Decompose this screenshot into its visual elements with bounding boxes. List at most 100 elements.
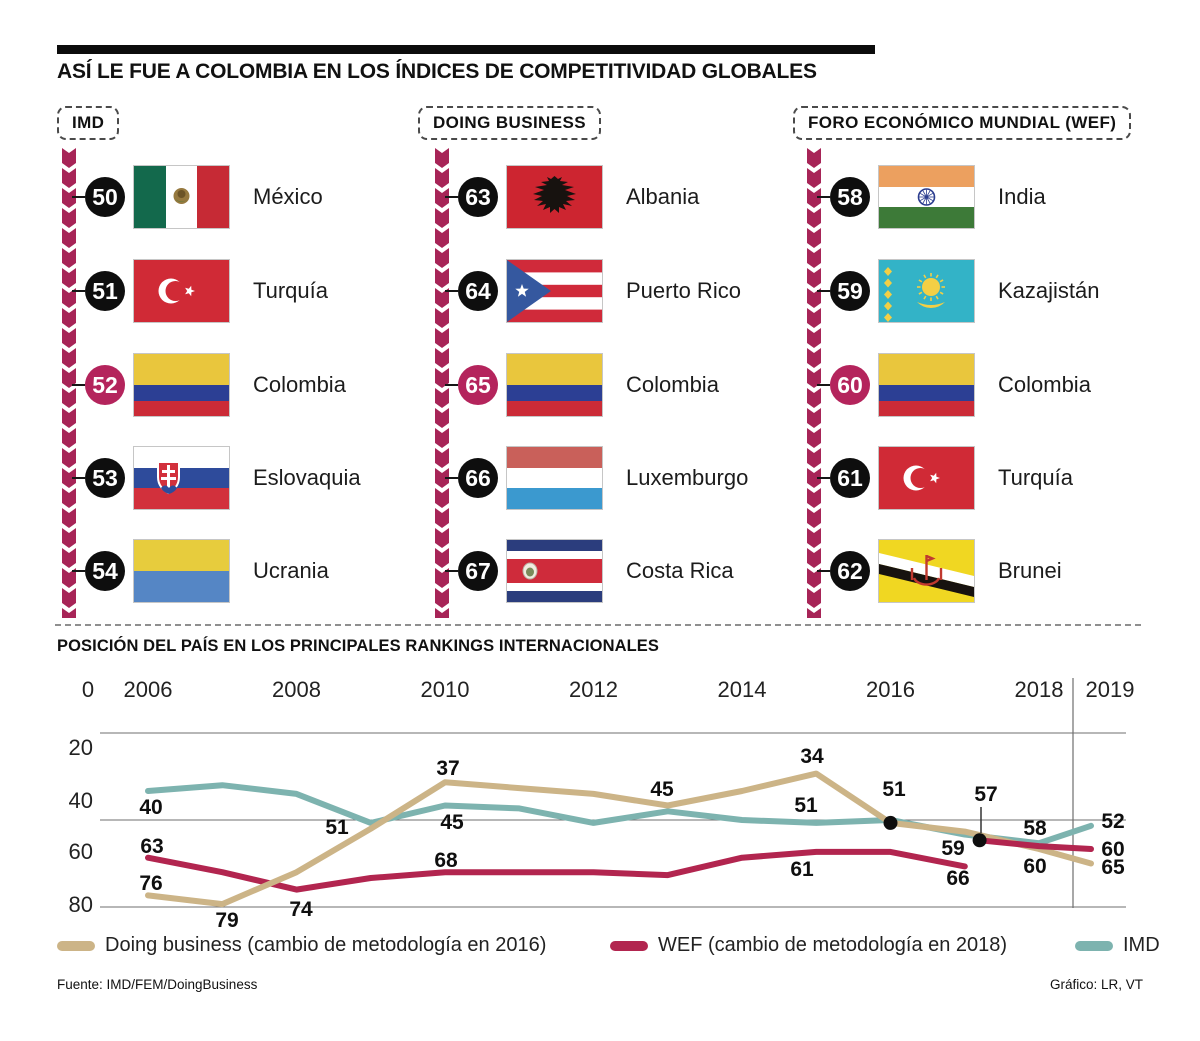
wef_new-series-line: [976, 837, 1094, 852]
rank-connector-line: [445, 477, 458, 479]
rank-connector-line: [445, 196, 458, 198]
country-label: Brunei: [998, 558, 1062, 583]
data-label: 68: [434, 849, 458, 872]
rank-badge: 63: [458, 177, 498, 217]
data-label: 37: [436, 757, 459, 780]
tr-flag-icon: [133, 259, 230, 323]
rank-connector-line: [817, 477, 830, 479]
index-header-pill: FORO ECONÓMICO MUNDIAL (WEF): [793, 106, 1132, 140]
data-label: 34: [800, 745, 824, 768]
rank-connector-line: [72, 196, 85, 198]
al-flag-icon: [506, 165, 603, 229]
index-header-pill: IMD: [57, 106, 120, 140]
rank-connector-line: [817, 384, 830, 386]
title-accent-bar: [57, 45, 875, 54]
rank-connector-line: [72, 477, 85, 479]
y-axis-tick-label: 40: [69, 788, 93, 813]
co-flag-icon: [133, 353, 230, 417]
country-label: Kazajistán: [998, 278, 1100, 303]
country-label: Puerto Rico: [626, 278, 741, 303]
x-axis-zero-label: 0: [82, 677, 94, 702]
data-label: 51: [325, 816, 349, 839]
wef_old-series-line: [145, 848, 968, 893]
data-label: 79: [215, 909, 238, 932]
country-label: Eslovaquia: [253, 465, 361, 490]
page-title: ASÍ LE FUE A COLOMBIA EN LOS ÍNDICES DE …: [57, 60, 817, 83]
rankings-line-chart: 0 2006 2008 2010 2012 2014 2016 2018 2019 20 40 60 8…: [69, 677, 1135, 932]
dashed-ribbon: [435, 148, 449, 618]
data-label: 60: [1023, 855, 1046, 878]
x-axis-year-label: 2006: [124, 677, 173, 702]
section-separator: [55, 624, 1141, 626]
source-note: Fuente: IMD/FEM/DoingBusiness: [57, 977, 258, 992]
rank-badge: 52: [85, 365, 125, 405]
rank-badge: 61: [830, 458, 870, 498]
data-label: 59: [941, 837, 964, 860]
rank-badge: 58: [830, 177, 870, 217]
x-axis-year-label: 2019: [1086, 677, 1135, 702]
data-label: 66: [946, 867, 969, 890]
cr-flag-icon: [506, 539, 603, 603]
data-label: 63: [140, 835, 163, 858]
chart-title: POSICIÓN DEL PAÍS EN LOS PRINCIPALES RAN…: [57, 637, 659, 655]
data-label: 58: [1023, 817, 1047, 840]
methodology-change-dot: [972, 833, 987, 848]
country-label: Turquía: [253, 278, 329, 303]
tr-flag-icon: [878, 446, 975, 510]
pr-flag-icon: [506, 259, 603, 323]
dashed-ribbon: [807, 148, 821, 618]
rank-badge: 54: [85, 551, 125, 591]
rank-connector-line: [72, 384, 85, 386]
db-series-line: [145, 770, 1094, 908]
rank-connector-line: [817, 196, 830, 198]
rank-badge: 64: [458, 271, 498, 311]
kz-flag-icon: [878, 259, 975, 323]
y-axis-tick-label: 60: [69, 839, 93, 864]
rank-connector-line: [72, 570, 85, 572]
country-label: México: [253, 184, 323, 209]
data-label: 51: [794, 794, 818, 817]
rank-badge: 50: [85, 177, 125, 217]
country-label: Colombia: [998, 372, 1091, 397]
data-label: 61: [790, 858, 814, 881]
co-flag-icon: [506, 353, 603, 417]
rank-connector-line: [817, 570, 830, 572]
x-axis-year-label: 2012: [569, 677, 618, 702]
credit-note: Gráfico: LR, VT: [1049, 977, 1143, 992]
index-header-pill: DOING BUSINESS: [418, 106, 601, 140]
rank-connector-line: [72, 290, 85, 292]
country-label: Costa Rica: [626, 558, 734, 583]
data-label: 76: [139, 872, 162, 895]
country-label: Colombia: [253, 372, 346, 397]
rank-badge: 60: [830, 365, 870, 405]
sk-flag-icon: [133, 446, 230, 510]
methodology-change-dot: [883, 815, 898, 830]
country-label: Albania: [626, 184, 700, 209]
rank-connector-line: [445, 290, 458, 292]
country-label: Luxemburgo: [626, 465, 749, 490]
rank-connector-line: [445, 384, 458, 386]
y-axis-tick-label: 80: [69, 892, 93, 917]
rank-badge: 62: [830, 551, 870, 591]
data-label: 74: [289, 898, 313, 921]
data-label: 51: [882, 778, 906, 801]
data-label: 52: [1101, 810, 1124, 833]
ua-flag-icon: [133, 539, 230, 603]
bn-flag-icon: [878, 539, 975, 603]
rank-connector-line: [445, 570, 458, 572]
rank-badge: 66: [458, 458, 498, 498]
co-flag-icon: [878, 353, 975, 417]
country-label: India: [998, 184, 1046, 209]
imd-series-line: [145, 782, 1094, 847]
rank-badge: 51: [85, 271, 125, 311]
country-label: Turquía: [998, 465, 1074, 490]
rank-badge: 65: [458, 365, 498, 405]
x-axis-year-label: 2016: [866, 677, 915, 702]
x-axis-year-label: 2010: [421, 677, 470, 702]
data-label: 60: [1101, 838, 1124, 861]
x-axis-year-label: 2014: [718, 677, 767, 702]
in-flag-icon: [878, 165, 975, 229]
data-label: 45: [440, 811, 464, 834]
